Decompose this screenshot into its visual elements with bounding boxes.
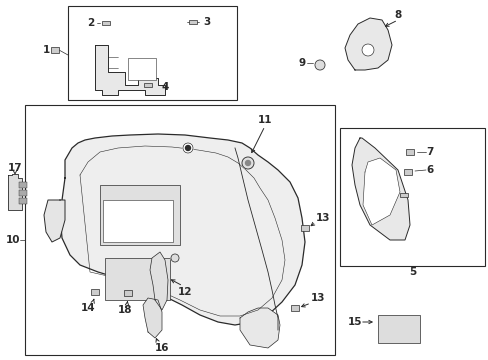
Polygon shape — [351, 138, 409, 240]
Polygon shape — [240, 308, 280, 348]
Bar — [300, 225, 308, 231]
Bar — [100, 185, 180, 245]
Polygon shape — [150, 252, 168, 310]
Bar — [19, 190, 27, 196]
Circle shape — [314, 60, 325, 70]
Text: 14: 14 — [81, 303, 95, 313]
Polygon shape — [95, 45, 164, 95]
Bar — [123, 290, 132, 296]
Bar — [102, 21, 109, 26]
Text: 8: 8 — [393, 10, 401, 20]
Circle shape — [171, 254, 179, 262]
Bar — [103, 200, 173, 242]
Bar — [25, 105, 334, 355]
Circle shape — [245, 161, 250, 166]
Circle shape — [242, 157, 253, 169]
Polygon shape — [345, 18, 391, 70]
Text: 13: 13 — [315, 213, 329, 223]
Bar — [19, 198, 27, 204]
Bar — [144, 82, 151, 87]
Bar — [405, 149, 413, 155]
Bar — [51, 47, 59, 53]
Bar — [400, 193, 407, 197]
Text: 17: 17 — [8, 163, 22, 173]
Text: 15: 15 — [347, 317, 362, 327]
Text: 7: 7 — [426, 147, 433, 157]
Bar — [68, 6, 237, 100]
Polygon shape — [362, 158, 399, 225]
Polygon shape — [60, 134, 305, 325]
Text: 4: 4 — [161, 82, 168, 92]
Text: 6: 6 — [426, 165, 433, 175]
Polygon shape — [44, 200, 65, 242]
Text: 10: 10 — [6, 235, 20, 245]
Bar — [128, 58, 156, 80]
Bar — [189, 19, 196, 24]
Text: 9: 9 — [298, 58, 305, 68]
Text: 13: 13 — [310, 293, 325, 303]
Text: 3: 3 — [203, 17, 210, 27]
Bar — [339, 128, 484, 266]
Text: 11: 11 — [257, 115, 272, 125]
Text: 1: 1 — [42, 45, 49, 55]
Text: 12: 12 — [177, 287, 192, 297]
Bar — [377, 315, 419, 343]
Polygon shape — [142, 298, 162, 338]
Polygon shape — [8, 174, 22, 210]
Bar — [105, 258, 170, 300]
Text: 2: 2 — [87, 18, 95, 28]
Bar — [403, 169, 411, 175]
Bar — [91, 289, 99, 295]
Text: 16: 16 — [154, 343, 169, 353]
Bar — [290, 305, 299, 311]
Circle shape — [183, 143, 193, 153]
Text: 18: 18 — [118, 305, 132, 315]
Text: 5: 5 — [408, 267, 416, 277]
Circle shape — [361, 44, 373, 56]
Bar — [19, 182, 27, 188]
Circle shape — [185, 145, 190, 150]
